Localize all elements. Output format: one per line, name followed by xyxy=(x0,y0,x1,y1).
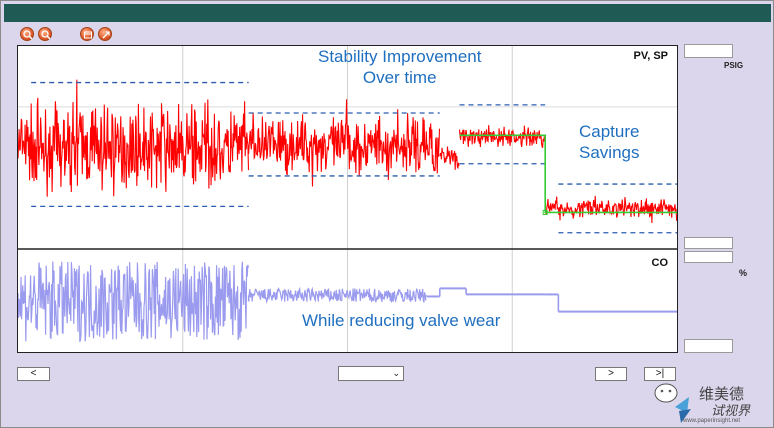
trend-chart xyxy=(18,46,677,352)
co-value-box[interactable] xyxy=(684,251,733,263)
pv-sp-axis-label: PV, SP xyxy=(633,50,668,62)
end-button[interactable]: >| xyxy=(644,367,676,381)
next-button[interactable]: > xyxy=(595,367,627,381)
watermark-text: 维美德 xyxy=(699,385,745,403)
expand-icon[interactable] xyxy=(98,27,112,41)
pv-value-box[interactable] xyxy=(684,44,733,58)
window-titlebar xyxy=(4,4,771,22)
pv-segment-1 xyxy=(248,99,441,187)
percent-unit-label: % xyxy=(739,268,748,278)
calendar-icon[interactable] xyxy=(80,27,94,41)
trend-plot-area: PV, SP CO Stability Improvement Over tim… xyxy=(17,45,678,353)
chart-grid xyxy=(18,46,677,352)
valve-wear-annotation: While reducing valve wear xyxy=(302,311,501,330)
co-segment-0 xyxy=(18,261,249,342)
watermark-url: www.paperinsight.net xyxy=(683,418,741,424)
pv-series xyxy=(18,79,677,224)
prev-button[interactable]: < xyxy=(17,367,50,381)
psig-unit-label: PSIG xyxy=(724,61,744,70)
band-lines xyxy=(31,81,677,234)
wechat-logo-icon xyxy=(654,383,691,423)
co-series xyxy=(18,261,677,342)
zoom-out-icon[interactable] xyxy=(38,27,52,41)
sp-series xyxy=(459,134,677,215)
chevron-down-icon: ⌄ xyxy=(392,368,400,378)
pv-segment-3 xyxy=(458,125,546,148)
watermark: 维美德 试视界 www.paperinsight.net xyxy=(653,381,773,427)
low-value-box[interactable] xyxy=(684,339,733,353)
stability-annotation: Stability Improvement Over time xyxy=(318,47,482,87)
range-select[interactable]: ⌄ xyxy=(338,366,404,381)
sp-value-box[interactable] xyxy=(684,237,733,249)
sp-line xyxy=(459,134,677,214)
pv-segment-0 xyxy=(18,79,250,197)
pv-segment-4 xyxy=(544,195,677,224)
co-segment-1 xyxy=(248,286,427,304)
sp-marker xyxy=(542,209,548,215)
pv-segment-2 xyxy=(439,146,460,170)
capture-savings-annotation: Capture Savings xyxy=(579,122,640,162)
zoom-in-icon[interactable] xyxy=(20,27,34,41)
watermark-text-2: 试视界 xyxy=(711,404,751,419)
co-axis-label: CO xyxy=(651,257,669,269)
